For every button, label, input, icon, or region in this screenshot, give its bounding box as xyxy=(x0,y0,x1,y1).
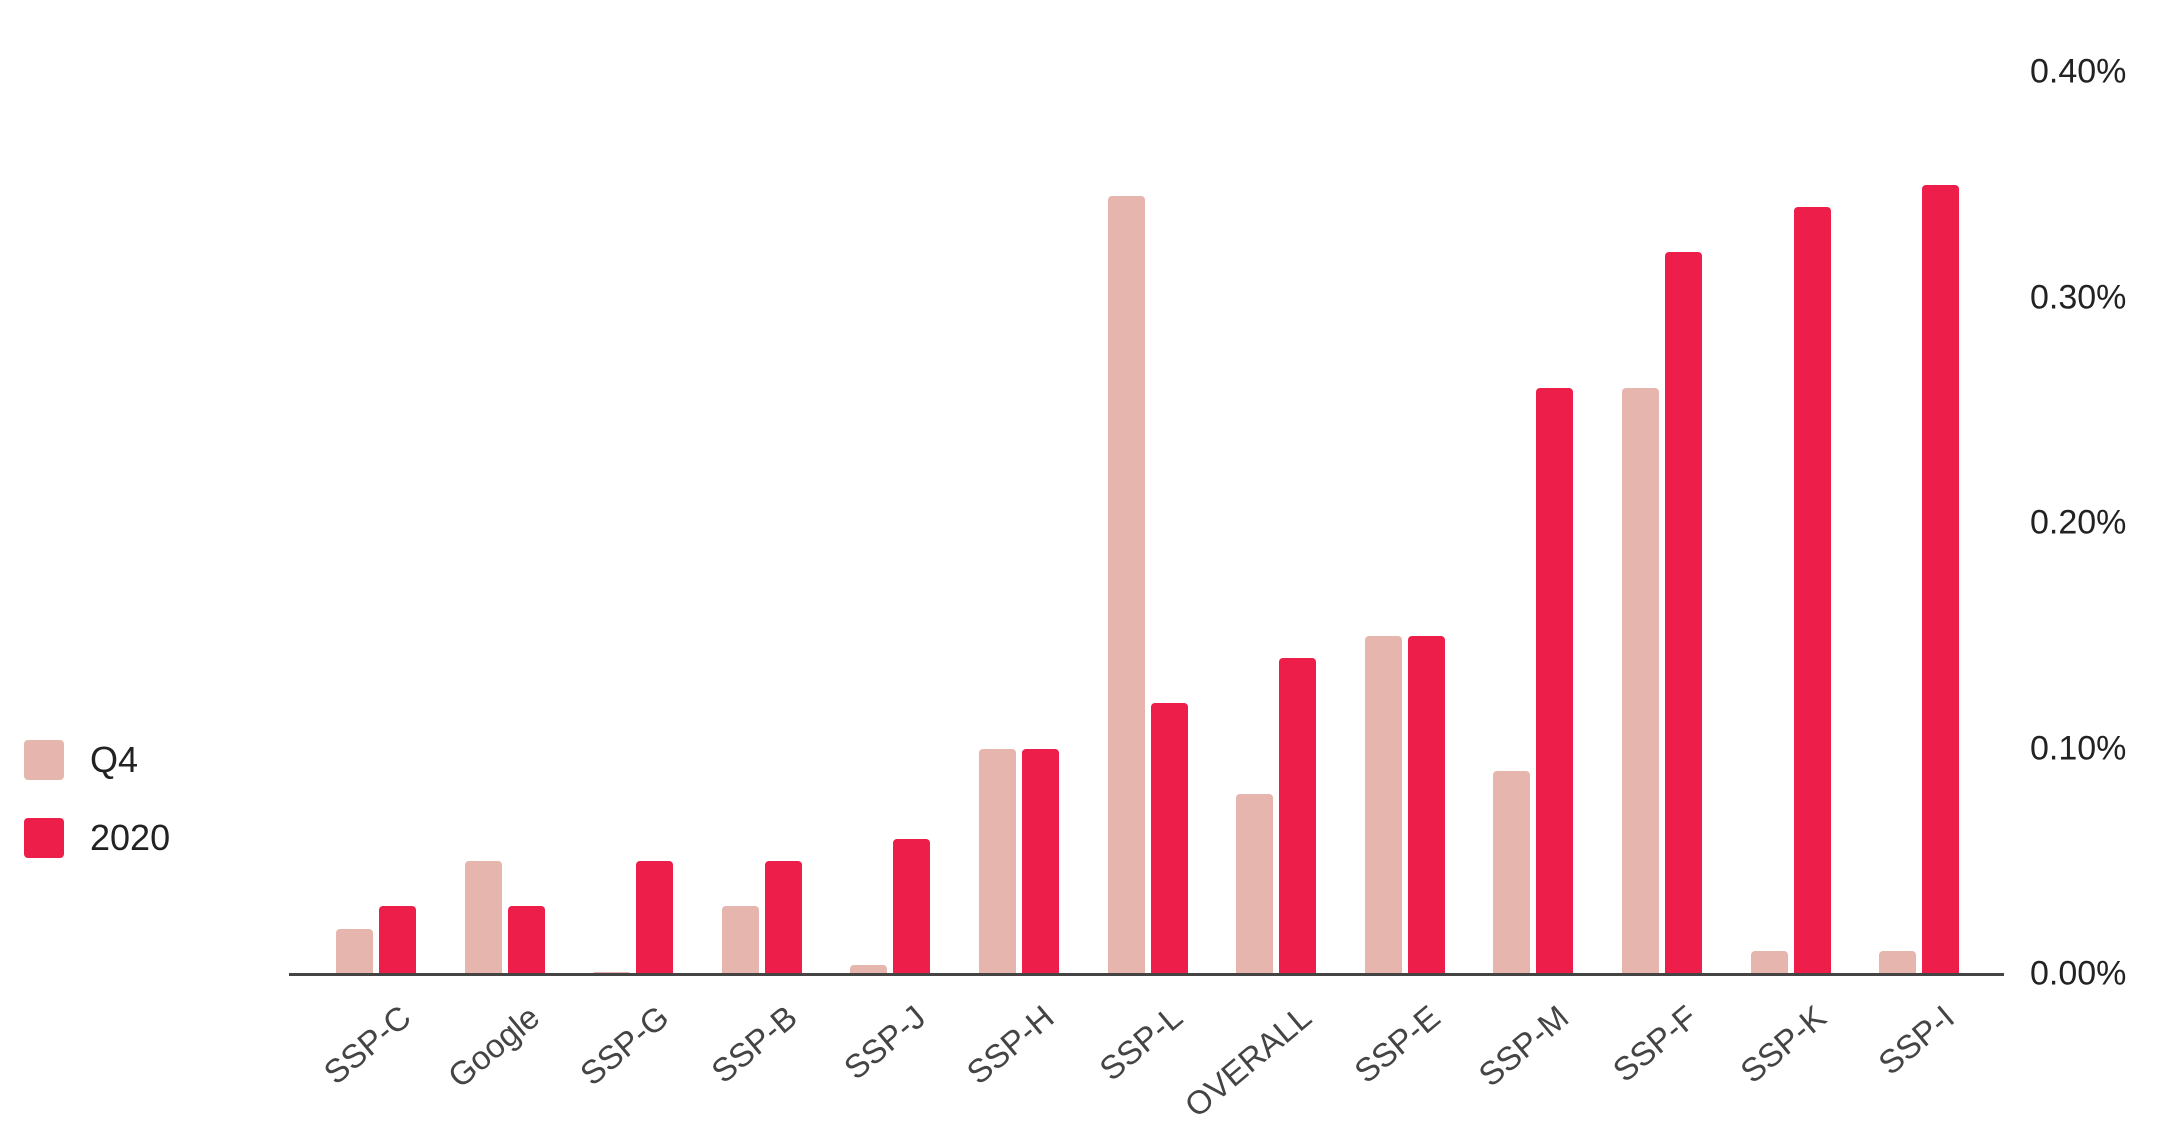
bar-2020-ssp-e xyxy=(1407,635,1445,974)
bar-q4-ssp-f xyxy=(1622,387,1659,974)
legend-label: Q4 xyxy=(90,739,139,780)
x-tick-label: SSP-B xyxy=(703,998,804,1091)
bar-q4-ssp-j xyxy=(850,964,888,974)
x-axis-line xyxy=(289,973,2004,976)
x-tick-label: SSP-C xyxy=(316,998,418,1092)
bar-2020-ssp-b xyxy=(764,861,802,974)
bar-2020-google xyxy=(507,906,545,974)
legend: Q4 2020 xyxy=(24,739,171,896)
bar-q4-overall xyxy=(1236,793,1274,974)
bar-2020-ssp-i xyxy=(1922,184,1960,974)
y-tick-label: 0.10% xyxy=(2030,729,2127,767)
y-tick-label: 0.00% xyxy=(2030,954,2127,993)
bar-2020-ssp-j xyxy=(893,838,931,974)
x-tick-label: SSP-I xyxy=(1871,998,1961,1082)
bar-q4-ssp-m xyxy=(1493,771,1531,974)
legend-label: 2020 xyxy=(90,817,171,858)
x-tick-label: SSP-J xyxy=(836,998,933,1087)
bar-2020-ssp-f xyxy=(1665,252,1702,974)
x-tick-label: SSP-E xyxy=(1346,998,1447,1091)
x-tick-label: SSP-H xyxy=(959,998,1061,1092)
bar-q4-ssp-e xyxy=(1364,635,1402,974)
bar-2020-ssp-k xyxy=(1793,207,1831,974)
x-tick-label: SSP-F xyxy=(1605,998,1704,1089)
bar-2020-ssp-l xyxy=(1150,703,1188,974)
bar-q4-ssp-g xyxy=(593,971,631,974)
x-tick-label: OVERALL xyxy=(1177,998,1318,1125)
bar-q4-google xyxy=(464,861,502,974)
bar-q4-ssp-b xyxy=(721,906,759,974)
x-tick-label: SSP-M xyxy=(1471,998,1576,1094)
y-tick-label: 0.40% xyxy=(2030,52,2127,91)
x-tick-label: SSP-K xyxy=(1732,998,1833,1091)
legend-swatch-2020 xyxy=(24,818,64,858)
legend-swatch-q4 xyxy=(24,740,64,780)
y-tick-label: 0.30% xyxy=(2030,278,2127,316)
bar-2020-overall xyxy=(1279,658,1317,974)
bar-2020-ssp-g xyxy=(636,861,674,974)
bar-2020-ssp-m xyxy=(1536,387,1574,974)
bar-q4-ssp-c xyxy=(336,928,373,974)
bar-q4-ssp-k xyxy=(1750,951,1788,974)
x-tick-label: SSP-L xyxy=(1092,998,1190,1088)
x-tick-label: Google xyxy=(441,998,547,1095)
y-tick-label: 0.20% xyxy=(2030,503,2127,542)
bar-2020-ssp-c xyxy=(379,906,416,974)
bar-q4-ssp-i xyxy=(1879,951,1917,974)
x-tick-label: SSP-G xyxy=(572,998,675,1093)
bar-q4-ssp-l xyxy=(1107,196,1145,974)
legend-item-2020: 2020 xyxy=(24,817,171,858)
legend-item-q4: Q4 xyxy=(24,739,170,780)
bar-2020-ssp-h xyxy=(1022,748,1059,974)
bar-q4-ssp-h xyxy=(979,748,1016,974)
